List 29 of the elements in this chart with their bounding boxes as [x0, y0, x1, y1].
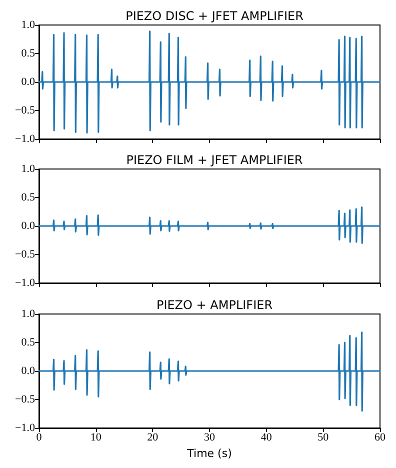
line-series — [38, 30, 381, 134]
y-tick-label: 0.0 — [21, 220, 36, 232]
x-tick-label: 50 — [318, 432, 330, 444]
chart-title: PIEZO FILM + JFET AMPLIFIER — [126, 153, 303, 167]
x-tick-label: 10 — [90, 432, 102, 444]
y-tick-label: −0.5 — [15, 104, 36, 116]
y-tick-label: −0.5 — [15, 248, 36, 260]
x-tick-label: 0 — [36, 432, 42, 444]
y-tick-label: −1.0 — [15, 133, 36, 145]
chart-title: PIEZO + AMPLIFIER — [156, 298, 273, 312]
x-tick-label: 40 — [260, 432, 272, 444]
y-tick-label: −0.5 — [15, 394, 36, 406]
y-tick-label: 0.0 — [21, 76, 36, 88]
x-tick-label: 60 — [374, 432, 386, 444]
y-tick-label: −1.0 — [15, 277, 36, 289]
y-tick-label: 0.5 — [21, 48, 36, 60]
y-tick-label: 0.0 — [21, 365, 36, 377]
chart-title: PIEZO DISC + JFET AMPLIFIER — [126, 9, 304, 23]
line-series — [38, 206, 381, 244]
y-tick-label: 1.0 — [21, 19, 36, 31]
x-axis-title: Time (s) — [186, 447, 232, 460]
y-tick-label: 0.5 — [21, 192, 36, 204]
x-tick-label: 20 — [147, 432, 159, 444]
y-tick-label: 1.0 — [21, 308, 36, 320]
y-tick-label: 0.5 — [21, 336, 36, 348]
y-tick-label: −1.0 — [15, 422, 36, 434]
line-series — [38, 331, 381, 412]
x-tick-label: 30 — [204, 432, 216, 444]
y-tick-label: 1.0 — [21, 163, 36, 175]
